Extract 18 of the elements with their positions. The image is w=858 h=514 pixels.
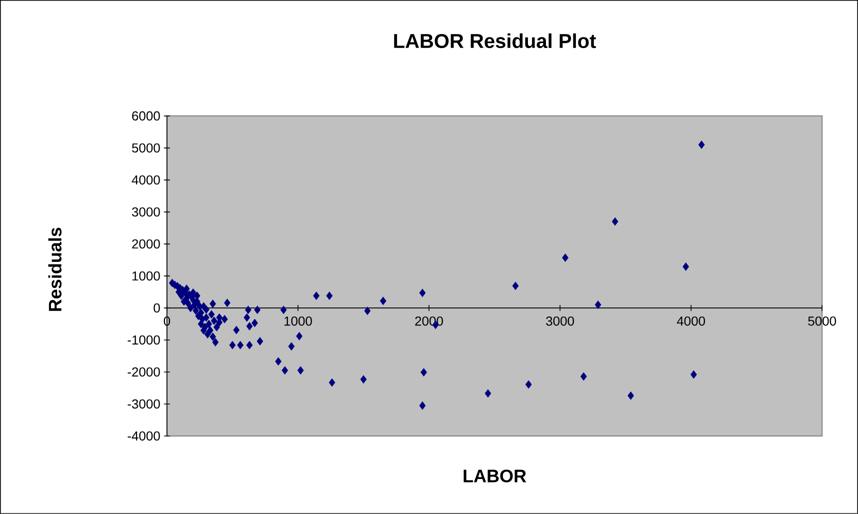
x-axis-title: LABOR <box>464 470 526 482</box>
y-tick-label: -4000 <box>128 431 160 441</box>
y-tick-label: -3000 <box>128 399 160 409</box>
y-tick-label: -1000 <box>128 335 160 345</box>
chart-title: LABOR Residual Plot <box>394 33 596 48</box>
y-tick-label: 5000 <box>132 143 160 153</box>
y-tick-label: 6000 <box>132 111 160 121</box>
y-tick-label: 1000 <box>132 271 160 281</box>
y-axis-title: Residuals <box>48 228 62 311</box>
y-tick-label: 3000 <box>132 207 160 217</box>
y-tick-label: 4000 <box>132 175 160 185</box>
x-tick-label: 1000 <box>284 316 312 326</box>
y-tick-label: -2000 <box>128 367 160 377</box>
x-tick-label: 4000 <box>676 316 706 326</box>
x-tick-label: 5000 <box>808 316 836 326</box>
x-tick-label: 3000 <box>546 316 574 326</box>
y-tick-label: 0 <box>154 303 160 313</box>
y-tick-label: 2000 <box>132 239 160 249</box>
